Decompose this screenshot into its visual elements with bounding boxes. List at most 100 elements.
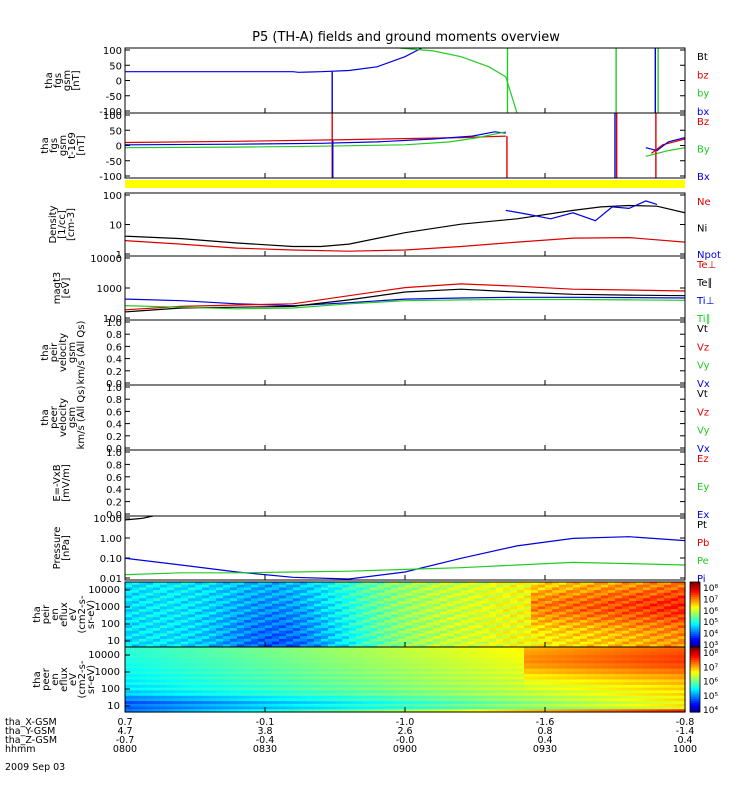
heatmap-cell: [293, 657, 301, 662]
heatmap-cell: [153, 619, 161, 624]
heatmap-cell: [468, 649, 476, 654]
heatmap-cell: [363, 665, 371, 670]
panel-frame: [124, 449, 686, 517]
heatmap-cell: [587, 633, 595, 637]
heatmap-cell: [615, 638, 623, 643]
heatmap-cell: [496, 633, 504, 637]
heatmap-cell: [482, 701, 490, 705]
heatmap-cell: [475, 701, 483, 705]
heatmap-cell: [643, 619, 651, 624]
heatmap-cell: [517, 701, 525, 705]
heatmap-cell: [622, 687, 630, 691]
heatmap-cell: [209, 665, 217, 670]
heatmap-cell: [195, 584, 203, 589]
heatmap-cell: [335, 676, 343, 681]
heatmap-cell: [454, 701, 462, 705]
heatmap-cell: [223, 674, 231, 678]
heatmap-cell: [657, 703, 665, 708]
heatmap-cell: [272, 592, 280, 597]
heatmap-cell: [552, 582, 560, 586]
heatmap-cell: [559, 652, 567, 656]
heatmap-cell: [174, 668, 182, 672]
heatmap-cell: [454, 633, 462, 637]
heatmap-cell: [601, 679, 609, 683]
series-line-red: [125, 236, 685, 252]
heatmap-cell: [594, 703, 602, 708]
heatmap-cell: [188, 674, 196, 678]
heatmap-cell: [482, 671, 490, 675]
heatmap-cell: [370, 641, 378, 645]
heatmap-cell: [167, 701, 175, 705]
heatmap-cell: [216, 682, 224, 686]
heatmap-cell: [601, 622, 609, 626]
heatmap-cell: [440, 636, 448, 640]
heatmap-cell: [657, 706, 665, 710]
heatmap-cell: [615, 625, 623, 629]
heatmap-cell: [496, 638, 504, 643]
heatmap-cell: [167, 595, 175, 599]
heatmap-cell: [629, 595, 637, 599]
legend-Vt: Vt: [697, 389, 708, 400]
x-tick-label: 2.6: [397, 726, 412, 737]
heatmap-cell: [307, 603, 315, 607]
heatmap-cell: [153, 641, 161, 645]
heatmap-cell: [447, 584, 455, 589]
heatmap-cell: [167, 668, 175, 672]
y-axis-label-line: (cm2-s-: [77, 595, 88, 633]
heatmap-cell: [321, 609, 329, 613]
heatmap-cell: [454, 698, 462, 702]
heatmap-cell: [160, 649, 168, 654]
legend-Bx: Bx: [697, 172, 710, 183]
heatmap-cell: [433, 619, 441, 624]
heatmap-cell: [489, 592, 497, 597]
heatmap-cell: [615, 703, 623, 708]
heatmap-cell: [657, 630, 665, 635]
heatmap-cell: [160, 703, 168, 708]
heatmap-cell: [223, 657, 231, 662]
heatmap-cell: [447, 606, 455, 610]
heatmap-cell: [125, 676, 133, 681]
heatmap-cell: [132, 638, 140, 643]
heatmap-cell: [335, 693, 343, 697]
y-tick-label: 1000: [97, 284, 122, 295]
heatmap-cell: [601, 693, 609, 697]
heatmap-cell: [230, 592, 238, 597]
heatmap-cell: [524, 674, 532, 678]
heatmap-cell: [615, 668, 623, 672]
heatmap-cell: [125, 709, 133, 713]
colorbar-tick-label: 10⁸: [703, 649, 718, 659]
heatmap-cell: [608, 655, 616, 659]
heatmap-cell: [328, 606, 336, 610]
heatmap-cell: [643, 709, 651, 713]
heatmap-cell: [300, 584, 308, 589]
heatmap-cell: [370, 665, 378, 670]
heatmap-cell: [503, 636, 511, 640]
heatmap-cell: [293, 684, 301, 689]
heatmap-cell: [468, 701, 476, 705]
heatmap-cell: [482, 606, 490, 610]
heatmap-cell: [167, 690, 175, 694]
heatmap-cell: [391, 682, 399, 686]
heatmap-cell: [587, 622, 595, 626]
colorbar-cell: [690, 640, 700, 644]
y-tick-label: 0.4: [106, 485, 122, 496]
heatmap-cell: [377, 641, 385, 645]
y-axis-label-line: tha: [44, 72, 55, 88]
heatmap-cell: [678, 587, 686, 591]
heatmap-cell: [664, 609, 672, 613]
heatmap-cell: [377, 657, 385, 662]
colorbar-cell: [690, 703, 700, 707]
heatmap-cell: [510, 655, 518, 659]
heatmap-cell: [384, 590, 392, 594]
heatmap-cell: [370, 603, 378, 607]
heatmap-cell: [545, 625, 553, 629]
heatmap-cell: [419, 587, 427, 591]
heatmap-cell: [447, 590, 455, 594]
heatmap-cell: [531, 709, 539, 713]
heatmap-cell: [356, 709, 364, 713]
heatmap-cell: [678, 679, 686, 683]
heatmap-cell: [447, 687, 455, 691]
heatmap-cell: [160, 619, 168, 624]
heatmap-cell: [328, 682, 336, 686]
heatmap-cell: [405, 668, 413, 672]
